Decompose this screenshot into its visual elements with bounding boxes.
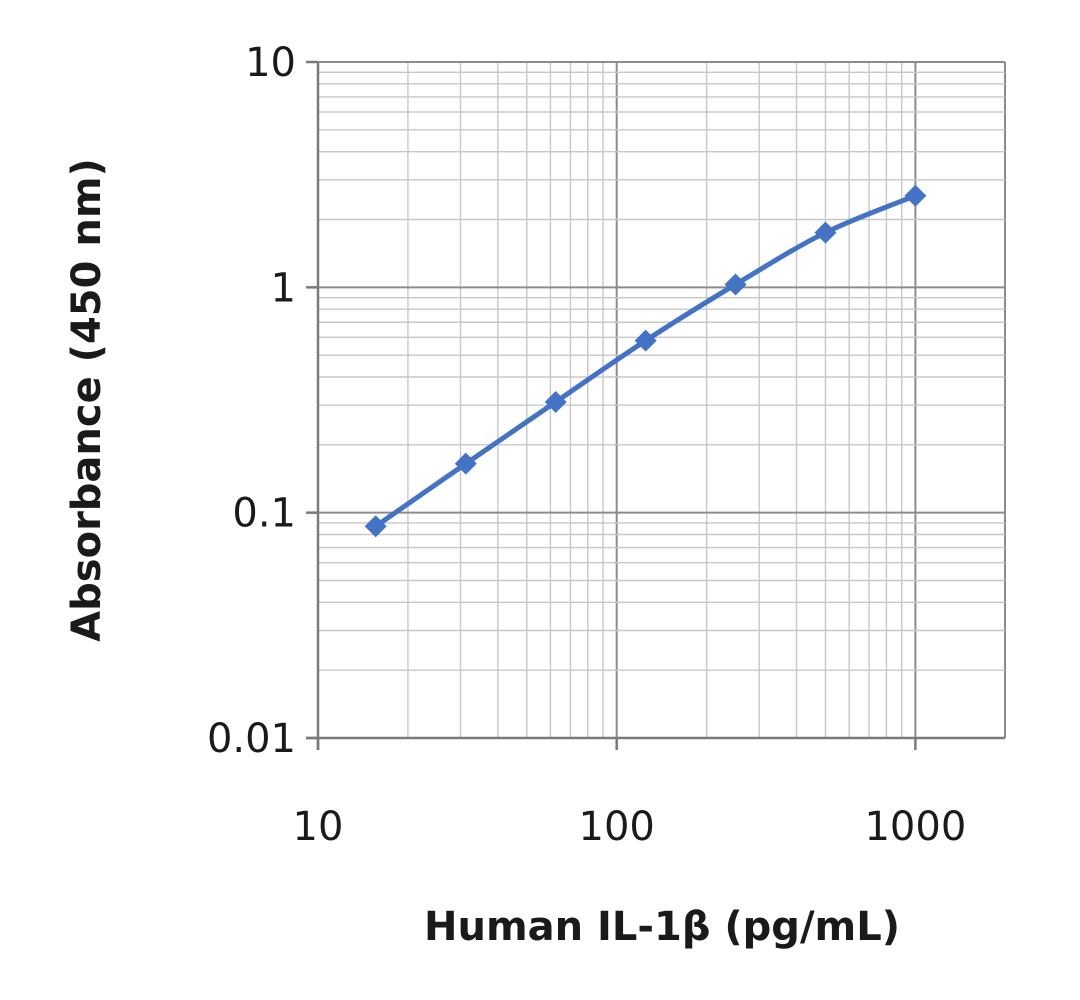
data-point-diamond-icon [724,273,747,296]
y-axis-title: Absorbance (450 nm) [64,158,110,642]
tick-labels: 0.01 0.1 1 10 10 100 1000 [207,40,966,850]
x-tick-label: 1000 [864,804,966,850]
data-point-diamond-icon [454,452,477,475]
axes [306,60,1005,750]
y-tick-label: 10 [245,40,296,86]
y-tick-label: 1 [271,265,296,311]
series-line [374,193,917,529]
data-series [364,184,927,538]
data-point-diamond-icon [364,515,387,538]
data-point-diamond-icon [904,184,927,207]
x-tick-label: 100 [579,804,655,850]
y-tick-label: 0.01 [207,716,296,762]
x-axis-title: Human IL-1β (pg/mL) [424,904,900,950]
data-point-diamond-icon [544,390,567,413]
data-point-diamond-icon [634,329,657,352]
y-tick-label: 0.1 [232,491,296,537]
data-point-diamond-icon [814,221,837,244]
grid-lines [317,61,1006,739]
x-tick-label: 10 [293,804,344,850]
